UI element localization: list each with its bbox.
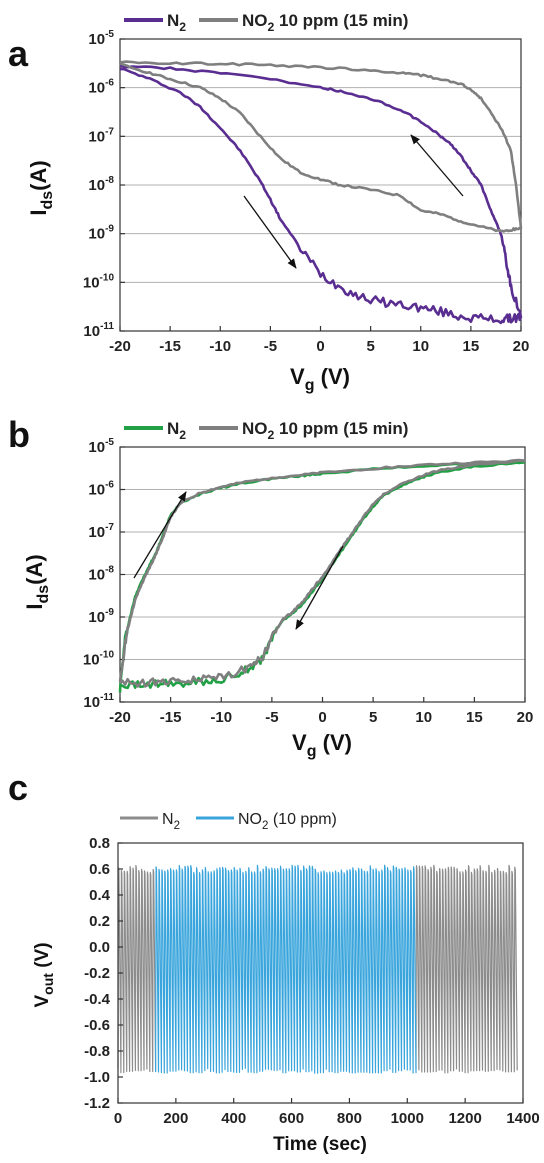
x-axis-title-b: Vg (V) [292,730,352,760]
x-tick-label-c: 0 [114,1110,122,1127]
forward-sweep-arrow-a [243,195,297,269]
ticks-b: 10-5 10-6 10-7 10-8 10-9 10-10 10-11-20 -15 -10 -… [83,437,533,726]
x-tick-label-a: 15 [463,338,480,355]
forward-sweep-arrow-b [133,491,187,579]
x-tick-label-c: 1200 [448,1110,481,1127]
grid-a [120,87,521,283]
y-tick-label-b: 10-11 [83,692,114,711]
panel-a-letter: a [8,33,29,74]
y-tick-label-c: -1.2 [84,1095,110,1112]
y-tick-label-c: 0.0 [89,939,110,956]
x-tick-label-b: 0 [318,709,326,726]
series-line-a-0-0 [120,67,523,325]
y-tick-label-b: 10-9 [88,607,114,626]
y-tick-label-a: 10-5 [88,29,114,48]
x-axis-title-a: Vg (V) [290,364,350,394]
y-axis-title-a: Ids(A) [26,160,56,215]
y-tick-label-c: 0.2 [89,913,110,930]
series-line-b-1-0 [118,458,526,682]
x-tick-label-a: -10 [209,338,231,355]
y-tick-label-b: 10-8 [88,565,114,584]
legend-a: N2 NO2 10 ppm (15 min) [124,11,408,34]
y-tick-label-b: 10-6 [88,480,114,499]
reverse-sweep-arrow-a [410,134,464,197]
y-tick-label-c: -0.8 [84,1043,110,1060]
x-tick-label-c: 1000 [391,1110,424,1127]
panel-c-letter: c [8,767,28,808]
x-tick-label-b: 15 [466,709,483,726]
series-a [119,60,523,325]
y-tick-label-b: 10-5 [88,437,114,456]
x-tick-label-b: -15 [160,709,182,726]
series-line-c-0-0 [117,864,157,1074]
panel-b-letter: b [8,414,30,455]
panel-c: c N2 NO2 (10 ppm) 0.8 0.6 0.4 0.2 0.0 -0.2 -0.… [8,767,540,1155]
x-tick-label-c: 400 [221,1110,246,1127]
x-tick-label-a: -20 [109,338,131,355]
x-tick-label-a: 0 [316,338,324,355]
x-tick-label-b: -10 [210,709,232,726]
y-axis-title-b: Ids(A) [22,554,52,609]
y-tick-label-a: 10-9 [88,224,114,243]
x-tick-label-b: -5 [265,709,278,726]
y-tick-label-c: 0.6 [89,861,110,878]
x-tick-label-a: 20 [513,338,530,355]
x-tick-label-a: -5 [264,338,277,355]
series-line-c-1-0 [155,864,417,1074]
ticks-a: 10-5 10-6 10-7 10-8 10-9 10-10 10-11-20 -15 -10 -… [83,29,529,355]
x-tick-label-c: 200 [163,1110,188,1127]
legend-b: N2 NO2 10 ppm (15 min) [124,419,408,442]
panel-b: b N2 NO2 10 ppm (15 min) 10-510-610-710-… [8,414,533,760]
legend-b-label-no2: NO2 10 ppm (15 min) [242,419,408,442]
y-tick-label-a: 10-6 [88,78,114,97]
x-tick-label-b: 10 [415,709,432,726]
panel-a: a N2 NO2 10 ppm (15 min) 10-510-610-710-… [8,11,529,394]
x-tick-label-b: 5 [369,709,377,726]
x-tick-label-c: 800 [337,1110,362,1127]
y-tick-label-a: 10-11 [83,321,114,340]
series-line-c-0-1 [415,864,518,1074]
y-tick-label-c: -0.4 [84,991,111,1008]
x-tick-label-b: -20 [109,709,131,726]
x-tick-label-c: 600 [279,1110,304,1127]
y-tick-label-b: 10-10 [83,650,115,669]
ticks-c: 0.8 0.6 0.4 0.2 0.0 -0.2 -0.4 -0.6 -0.8 -1.0 -1.20… [84,835,540,1127]
legend-c: N2 NO2 (10 ppm) [120,811,337,832]
reverse-sweep-arrow-b [295,545,344,630]
y-tick-label-c: -0.6 [84,1017,110,1034]
y-tick-label-b: 10-7 [88,522,114,541]
series-c [117,864,518,1074]
series-line-a-1-1 [119,60,523,229]
legend-a-label-n2: N2 [167,11,186,34]
y-tick-label-a: 10-8 [88,175,114,194]
legend-a-label-no2: NO2 10 ppm (15 min) [242,11,408,34]
series-line-a-0-1 [119,64,523,319]
x-tick-label-a: 5 [366,338,374,355]
x-tick-label-c: 1400 [506,1110,539,1127]
x-tick-label-b: 20 [517,709,534,726]
y-tick-label-a: 10-10 [83,272,115,291]
y-tick-label-a: 10-7 [88,126,114,145]
series-b [118,458,526,693]
y-tick-label-c: 0.8 [89,835,110,852]
y-tick-label-c: 0.4 [89,887,111,904]
y-tick-label-c: -1.0 [84,1069,110,1086]
x-tick-label-a: 10 [412,338,429,355]
x-tick-label-a: -15 [159,338,181,355]
series-line-a-1-0 [119,62,522,233]
legend-b-label-n2: N2 [167,419,186,442]
legend-c-label-n2: N2 [162,811,180,832]
x-axis-title-c: Time (sec) [273,1134,367,1155]
series-line-b-1-1 [119,459,526,688]
y-axis-title-c: Vout (V) [32,942,56,1007]
y-tick-label-c: -0.2 [84,965,110,982]
legend-c-label-no2: NO2 (10 ppm) [238,811,337,832]
